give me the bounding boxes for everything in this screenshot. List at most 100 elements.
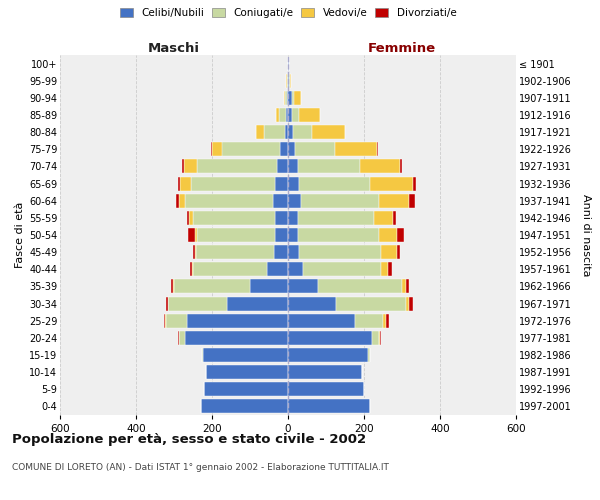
Bar xyxy=(179,194,185,207)
Bar xyxy=(188,228,195,242)
Bar xyxy=(299,108,320,122)
Bar xyxy=(176,194,179,207)
Bar xyxy=(400,160,402,173)
Bar xyxy=(381,245,397,259)
Bar xyxy=(275,228,288,242)
Bar xyxy=(191,176,275,190)
Bar xyxy=(211,142,212,156)
Bar xyxy=(298,211,373,225)
Bar xyxy=(288,331,371,345)
Bar xyxy=(197,228,275,242)
Bar xyxy=(288,108,292,122)
Bar xyxy=(344,125,346,139)
Bar xyxy=(413,176,416,190)
Bar xyxy=(184,160,197,173)
Bar xyxy=(288,125,293,139)
Bar xyxy=(397,245,400,259)
Bar xyxy=(388,262,392,276)
Bar xyxy=(393,211,397,225)
Bar xyxy=(221,142,280,156)
Bar xyxy=(192,262,193,276)
Bar xyxy=(409,296,413,310)
Bar xyxy=(273,194,288,207)
Bar xyxy=(250,280,288,293)
Bar xyxy=(205,382,288,396)
Bar xyxy=(288,382,364,396)
Bar xyxy=(285,125,288,139)
Bar xyxy=(279,108,286,122)
Bar xyxy=(288,211,298,225)
Bar xyxy=(383,314,386,328)
Bar xyxy=(212,142,221,156)
Bar xyxy=(202,348,203,362)
Bar xyxy=(185,331,288,345)
Bar xyxy=(294,91,301,105)
Bar xyxy=(373,211,393,225)
Bar xyxy=(288,314,355,328)
Bar xyxy=(288,365,362,379)
Bar xyxy=(355,314,383,328)
Bar xyxy=(193,262,267,276)
Bar xyxy=(180,176,191,190)
Legend: Celibi/Nubili, Coniugati/e, Vedovi/e, Divorziati/e: Celibi/Nubili, Coniugati/e, Vedovi/e, Di… xyxy=(115,4,461,22)
Bar xyxy=(284,91,286,105)
Bar xyxy=(194,245,196,259)
Bar xyxy=(288,400,370,413)
Bar xyxy=(173,280,174,293)
Text: Popolazione per età, sesso e stato civile - 2002: Popolazione per età, sesso e stato civil… xyxy=(12,432,366,446)
Text: COMUNE DI LORETO (AN) - Dati ISTAT 1° gennaio 2002 - Elaborazione TUTTITALIA.IT: COMUNE DI LORETO (AN) - Dati ISTAT 1° ge… xyxy=(12,462,389,471)
Bar xyxy=(193,245,194,259)
Bar xyxy=(189,211,193,225)
Bar xyxy=(379,228,397,242)
Bar xyxy=(276,108,279,122)
Bar xyxy=(301,194,379,207)
Bar xyxy=(379,331,380,345)
Bar xyxy=(277,160,288,173)
Bar xyxy=(168,296,227,310)
Bar xyxy=(287,91,288,105)
Bar xyxy=(167,296,168,310)
Bar xyxy=(288,228,298,242)
Text: Maschi: Maschi xyxy=(148,42,200,55)
Bar xyxy=(288,56,289,70)
Bar xyxy=(292,108,299,122)
Bar xyxy=(164,314,165,328)
Bar xyxy=(381,262,388,276)
Bar xyxy=(406,280,409,293)
Bar xyxy=(288,176,299,190)
Bar xyxy=(179,331,185,345)
Bar xyxy=(185,194,273,207)
Bar xyxy=(379,194,409,207)
Bar xyxy=(280,142,288,156)
Bar xyxy=(288,142,295,156)
Bar xyxy=(274,245,288,259)
Bar xyxy=(178,331,179,345)
Bar xyxy=(335,296,406,310)
Bar xyxy=(370,176,413,190)
Bar xyxy=(256,125,264,139)
Bar xyxy=(409,194,415,207)
Bar xyxy=(288,348,368,362)
Bar xyxy=(166,296,167,310)
Y-axis label: Fasce di età: Fasce di età xyxy=(14,202,25,268)
Bar xyxy=(386,314,389,328)
Bar xyxy=(275,176,288,190)
Bar xyxy=(264,125,285,139)
Bar xyxy=(303,262,381,276)
Bar xyxy=(288,262,303,276)
Bar xyxy=(288,160,298,173)
Bar xyxy=(178,176,180,190)
Text: Femmine: Femmine xyxy=(368,42,436,55)
Bar xyxy=(288,194,301,207)
Bar xyxy=(288,280,319,293)
Bar xyxy=(286,108,288,122)
Bar xyxy=(182,160,184,173)
Bar xyxy=(380,331,381,345)
Bar xyxy=(227,296,288,310)
Bar xyxy=(172,280,173,293)
Bar xyxy=(299,245,381,259)
Bar xyxy=(335,142,377,156)
Bar xyxy=(402,280,406,293)
Bar xyxy=(298,228,379,242)
Bar xyxy=(195,228,197,242)
